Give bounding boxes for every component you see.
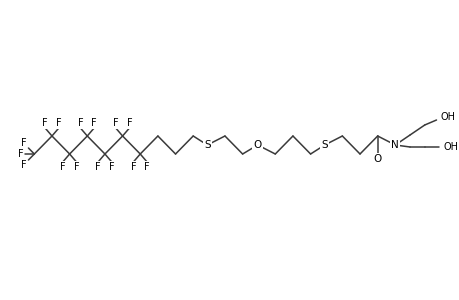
Text: F: F xyxy=(109,162,114,172)
Text: F: F xyxy=(60,162,66,172)
Text: F: F xyxy=(91,118,97,128)
Text: F: F xyxy=(21,138,26,148)
Text: F: F xyxy=(21,160,26,170)
Text: O: O xyxy=(253,140,261,150)
Text: F: F xyxy=(42,118,48,128)
Text: OH: OH xyxy=(439,112,454,122)
Text: OH: OH xyxy=(442,142,457,152)
Text: O: O xyxy=(373,154,381,164)
Text: F: F xyxy=(78,118,83,128)
Text: F: F xyxy=(18,149,23,159)
Text: F: F xyxy=(112,118,118,128)
Text: F: F xyxy=(144,162,150,172)
Text: S: S xyxy=(321,140,327,150)
Text: F: F xyxy=(56,118,62,128)
Text: F: F xyxy=(130,162,136,172)
Text: F: F xyxy=(126,118,132,128)
Text: F: F xyxy=(95,162,101,172)
Text: F: F xyxy=(73,162,79,172)
Text: S: S xyxy=(203,140,210,150)
Text: N: N xyxy=(391,140,398,150)
